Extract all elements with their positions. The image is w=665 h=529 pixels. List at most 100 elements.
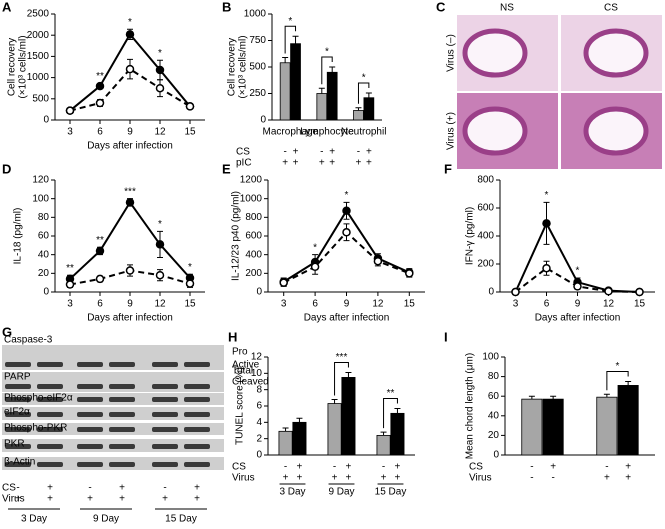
- condition-value: +: [356, 158, 362, 169]
- series-line: [69, 67, 191, 112]
- blot-band: [184, 412, 210, 417]
- significance-bracket: [606, 371, 629, 391]
- error-bar: [528, 395, 535, 400]
- band-label: Cleaved: [232, 377, 269, 388]
- blot-band: [152, 427, 178, 432]
- x-tick-label: 9: [127, 127, 133, 138]
- data-point: [155, 240, 165, 249]
- series-line: [283, 208, 410, 283]
- band-label: Total: [232, 366, 253, 377]
- blot-band: [5, 444, 31, 449]
- panel-letter: E: [222, 161, 231, 176]
- data-point: [185, 279, 195, 288]
- x-tick-label: 12: [372, 299, 384, 310]
- significance: *: [188, 262, 192, 273]
- y-axis-label: IFN-γ (pg/ml): [465, 207, 476, 265]
- panel-letter: F: [444, 161, 452, 176]
- x-tick-label: 6: [544, 299, 550, 310]
- condition-name: Virus: [2, 494, 25, 505]
- condition-value: +: [346, 473, 352, 484]
- data-point: [95, 274, 105, 284]
- condition-value: -: [605, 462, 608, 473]
- y-tick-label: 500: [32, 93, 49, 104]
- bar: [542, 398, 564, 456]
- blot-band: [77, 397, 103, 402]
- y-tick-label: 0: [493, 450, 499, 461]
- y-axis-label: IL-18 (pg/ml): [13, 208, 24, 265]
- error-bar: [318, 87, 325, 94]
- blot-band: [152, 397, 178, 402]
- data-point: [279, 278, 288, 287]
- condition-value: +: [332, 473, 338, 484]
- y-tick-label: 1000: [240, 193, 263, 204]
- data-point: [310, 262, 320, 272]
- data-point: [95, 98, 105, 108]
- group-label: 9 Day: [93, 514, 119, 525]
- blot-band: [37, 384, 63, 389]
- y-tick-label: 200: [245, 268, 262, 279]
- y-tick-label: 20: [38, 268, 50, 279]
- blot-band: [5, 427, 31, 432]
- x-tick-label: 3: [281, 299, 287, 310]
- y-tick-label: 0: [256, 287, 262, 298]
- y-tick-label: 500: [249, 62, 266, 73]
- blot-band: [109, 427, 135, 432]
- blot-band: [37, 462, 63, 467]
- significance: *: [325, 47, 329, 58]
- condition-name: CS: [2, 483, 16, 494]
- x-tick-label: 12: [154, 127, 166, 138]
- x-tick-label: 9: [127, 299, 133, 310]
- significance: *: [158, 219, 162, 230]
- blot-band: [77, 412, 103, 417]
- data-point: [542, 263, 551, 273]
- y-tick-label: 60: [488, 391, 500, 402]
- y-tick-label: 8: [256, 384, 262, 395]
- data-point: [125, 30, 135, 39]
- error-bar: [355, 107, 362, 111]
- y-tick-label: 200: [477, 259, 494, 270]
- y-axis-label: Cell recovery: [7, 38, 18, 96]
- y-tick-label: 100: [32, 193, 49, 204]
- category-label: Lymphocyte: [300, 127, 354, 138]
- blot-band: [5, 362, 31, 367]
- error-bar: [292, 35, 299, 44]
- data-point: [373, 256, 383, 266]
- bar: [316, 93, 328, 121]
- blot-band: [37, 412, 63, 417]
- x-tick-label: 3: [513, 299, 519, 310]
- panel-letter: I: [444, 329, 448, 344]
- y-tick-label: 100: [482, 352, 499, 363]
- data-point: [342, 228, 351, 237]
- blot-band: [5, 462, 31, 467]
- blot-label: Caspase-3: [4, 335, 53, 346]
- data-point: [342, 206, 351, 216]
- significance: ***: [336, 352, 348, 363]
- blot-label: Phospho-PKR: [4, 423, 67, 434]
- bar: [279, 62, 291, 121]
- blot-band: [109, 362, 135, 367]
- panel-letter: G: [2, 324, 12, 339]
- y-axis-label: (×10³ cells/ml): [238, 35, 249, 98]
- error-bar: [345, 372, 352, 378]
- x-tick-label: 12: [603, 299, 615, 310]
- significance: **: [66, 263, 74, 274]
- error-bar: [331, 398, 338, 404]
- data-point: [155, 270, 165, 280]
- y-axis-label: Cell recovery: [227, 38, 238, 96]
- condition-name: pIC: [236, 158, 252, 169]
- y-tick-label: 1000: [244, 9, 267, 20]
- blot-band: [184, 444, 210, 449]
- significance: *: [158, 48, 162, 59]
- significance: **: [387, 388, 395, 399]
- condition-value: +: [194, 494, 200, 505]
- condition-value: -: [283, 147, 286, 158]
- significance-bracket: [284, 25, 297, 54]
- y-tick-label: 600: [477, 203, 494, 214]
- condition-value: +: [366, 147, 372, 158]
- condition-value: -: [530, 462, 533, 473]
- condition-value: +: [282, 158, 288, 169]
- data-point: [95, 81, 105, 91]
- data-point: [125, 266, 135, 275]
- column-label: NS: [500, 3, 514, 14]
- y-tick-label: 400: [477, 231, 494, 242]
